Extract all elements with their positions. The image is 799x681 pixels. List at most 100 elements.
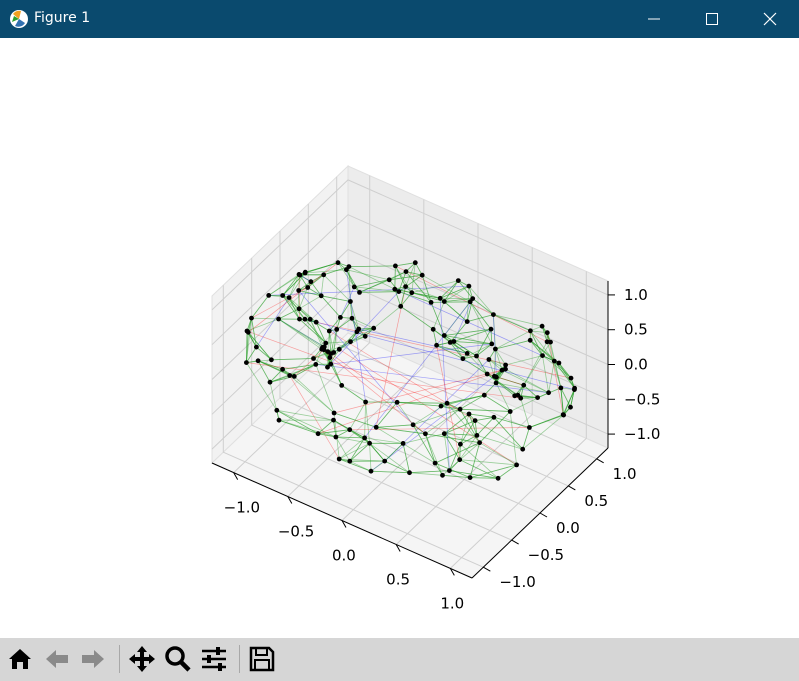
data-point — [331, 410, 337, 416]
edge-green — [298, 281, 312, 291]
figure-canvas[interactable]: −1.0 −1.0 −1.0 −0.5 −0.5 −0.5 0.0 0.0 0.0 0.5 0.5 0… — [0, 38, 799, 638]
edge-green — [333, 329, 338, 353]
edge-green — [349, 443, 370, 462]
forward-button[interactable] — [78, 644, 108, 674]
edge-green — [397, 401, 448, 404]
edge-green — [309, 318, 330, 332]
edge-green — [251, 295, 270, 319]
close-icon — [763, 12, 777, 26]
edge-green — [553, 360, 575, 389]
edge-green — [375, 426, 436, 464]
save-button[interactable] — [247, 644, 277, 674]
data-point — [512, 393, 518, 399]
edge-green — [529, 414, 564, 428]
navigation-toolbar — [0, 638, 799, 681]
edge-green — [257, 360, 283, 370]
gridline-y — [222, 285, 484, 568]
data-point — [286, 295, 292, 300]
edge-green — [349, 437, 365, 462]
data-point — [331, 417, 336, 423]
edge-green — [315, 364, 335, 414]
edge-green — [276, 409, 337, 438]
edge-green — [346, 269, 390, 281]
edge-green — [354, 286, 399, 292]
data-point — [494, 374, 499, 380]
edge-chord — [358, 328, 468, 354]
edge-green — [468, 285, 494, 315]
edge-green — [529, 340, 543, 356]
pan-button[interactable] — [127, 644, 157, 674]
edge-green — [397, 401, 442, 407]
gridline-z — [211, 248, 609, 380]
edge-green — [397, 401, 448, 404]
edge-green — [359, 271, 407, 293]
data-point — [327, 355, 333, 360]
edge-green — [335, 436, 351, 462]
data-point — [507, 409, 513, 414]
data-point — [245, 329, 251, 335]
edge-green — [486, 373, 515, 397]
edge-green — [444, 335, 492, 345]
edge-green — [444, 301, 468, 322]
back-button[interactable] — [42, 644, 72, 674]
close-button[interactable] — [741, 0, 799, 38]
zoom-button[interactable] — [163, 644, 193, 674]
edge-green — [409, 470, 450, 474]
toolbar-separator — [239, 645, 240, 673]
edge-green — [440, 405, 461, 410]
edge-green — [495, 339, 531, 350]
edge-green — [276, 409, 319, 435]
data-point — [551, 358, 557, 364]
edge-green — [246, 318, 252, 363]
edge-green — [430, 302, 445, 336]
edge-green — [350, 301, 360, 330]
edge-green — [288, 274, 300, 298]
edge-chord — [294, 349, 325, 377]
maximize-button[interactable] — [683, 0, 741, 38]
edge-green — [462, 358, 488, 375]
data-point — [321, 272, 327, 278]
data-point — [464, 351, 470, 356]
data-point — [315, 431, 321, 437]
edge-green — [488, 359, 503, 371]
edge-green — [276, 409, 319, 435]
data-point — [455, 278, 461, 283]
home-button[interactable] — [5, 644, 35, 674]
edge-green — [365, 401, 370, 444]
edge-green — [453, 341, 492, 345]
data-point — [367, 440, 372, 446]
edge-green — [396, 402, 414, 426]
edge-chord — [493, 314, 497, 378]
data-point — [269, 357, 274, 363]
data-point — [444, 400, 450, 406]
edge-chord — [246, 362, 521, 399]
edge-green — [560, 387, 564, 415]
edge-chord — [339, 349, 517, 466]
configure-subplots-button[interactable] — [199, 644, 229, 674]
minimize-button[interactable] — [625, 0, 683, 38]
edge-green — [558, 362, 575, 389]
data-point — [544, 330, 550, 336]
edge-green — [405, 271, 432, 303]
edge-green — [333, 419, 350, 431]
edge-green — [256, 346, 272, 361]
edge-green — [305, 269, 347, 274]
gridline-z — [211, 214, 609, 346]
edge-green — [278, 318, 325, 348]
edge-green — [439, 280, 459, 299]
edge-green — [294, 364, 316, 377]
edge-green — [476, 355, 488, 375]
edge-green — [349, 429, 370, 444]
edge-green — [467, 314, 494, 322]
edge-green — [495, 348, 503, 371]
edge-green — [269, 369, 283, 383]
edge-green — [412, 424, 436, 464]
edge-green — [257, 360, 290, 376]
edge-green — [309, 319, 323, 348]
edge-green — [488, 359, 506, 366]
edge-chord — [346, 269, 366, 403]
edge-green — [356, 327, 374, 333]
edge-green — [359, 291, 399, 293]
edge-green — [327, 330, 330, 352]
edge-green — [376, 426, 426, 435]
